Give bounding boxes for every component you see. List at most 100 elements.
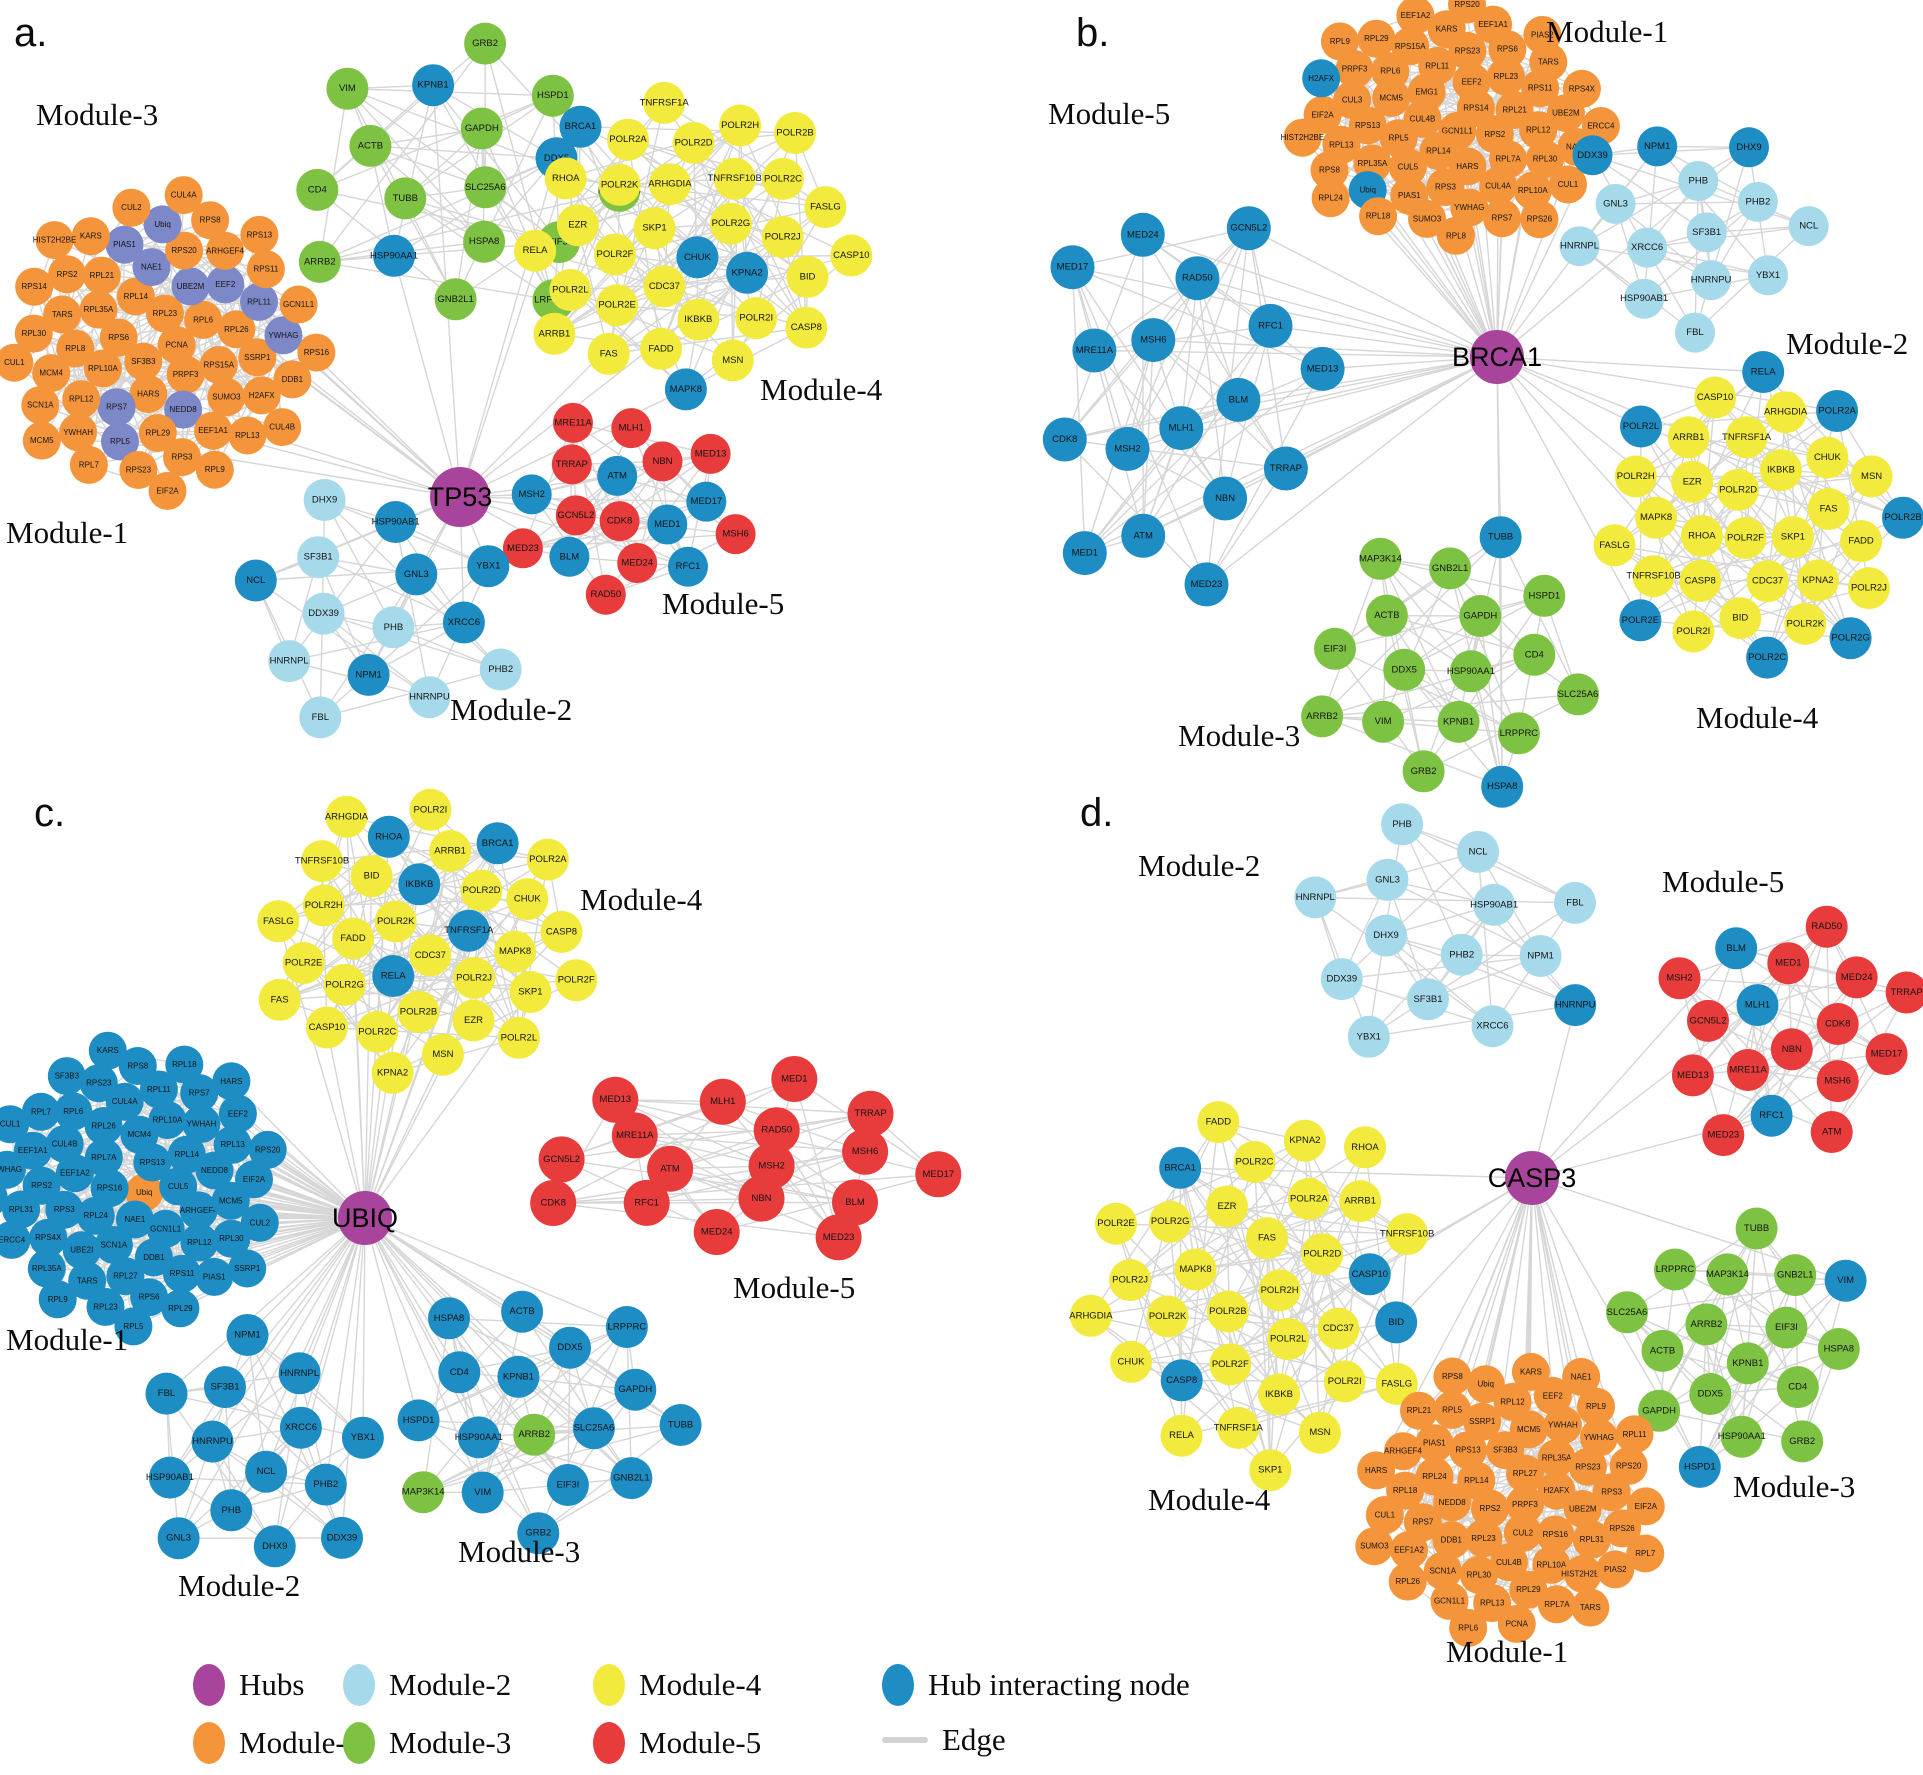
node-gnb2l1[interactable] (434, 278, 477, 321)
node-tnfrsf1a[interactable] (1217, 1406, 1260, 1449)
node-faslg[interactable] (1375, 1362, 1418, 1405)
node-rpl8[interactable] (1437, 216, 1475, 255)
node-rpl26[interactable] (217, 310, 256, 349)
node-kpnb1[interactable] (1437, 700, 1480, 743)
node-msh6[interactable] (842, 1128, 889, 1175)
node-polr2d[interactable] (460, 869, 503, 912)
node-ikbkb[interactable] (677, 298, 720, 341)
node-med13[interactable] (1300, 346, 1345, 391)
node-ncl[interactable] (1788, 206, 1829, 247)
node-pcna[interactable] (0, 1179, 8, 1217)
node-ywhag[interactable] (0, 1150, 26, 1189)
node-ybx1[interactable] (1748, 255, 1788, 296)
node-casp10[interactable] (1694, 376, 1737, 419)
node-polr2g[interactable] (709, 202, 752, 245)
node-map3k14[interactable] (1706, 1253, 1749, 1296)
node-arrb2[interactable] (298, 240, 341, 283)
node-med17[interactable] (915, 1151, 962, 1198)
node-med13[interactable] (592, 1076, 639, 1123)
node-slc25a6[interactable] (1557, 673, 1599, 716)
node-med1[interactable] (1062, 531, 1107, 576)
node-rps8[interactable] (118, 1047, 157, 1085)
node-phb[interactable] (372, 606, 415, 649)
node-polr2i[interactable] (735, 297, 778, 340)
node-fadd[interactable] (332, 917, 375, 960)
node-eif3i[interactable] (1765, 1306, 1808, 1349)
node-med23[interactable] (502, 528, 543, 569)
node-rpl13[interactable] (213, 1125, 252, 1164)
node-slc25a6[interactable] (572, 1407, 615, 1450)
node-rpl12[interactable] (1493, 1382, 1532, 1421)
node-gnl3[interactable] (395, 553, 438, 596)
node-rps16[interactable] (1536, 1515, 1575, 1554)
node-hars[interactable] (212, 1062, 251, 1101)
node-fadd[interactable] (1840, 520, 1883, 563)
node-rps20[interactable] (248, 1130, 287, 1169)
node-mcm5[interactable] (22, 421, 61, 460)
node-arhgdia[interactable] (325, 795, 368, 838)
node-cdk8[interactable] (1816, 1003, 1859, 1045)
node-ezr[interactable] (452, 999, 495, 1042)
node-cul2[interactable] (112, 188, 151, 227)
node-polr2g[interactable] (1829, 617, 1872, 660)
node-pias2[interactable] (1596, 1550, 1635, 1589)
node-rpl21[interactable] (82, 256, 121, 295)
node-cul1[interactable] (0, 1105, 30, 1144)
node-kpnb1[interactable] (497, 1355, 540, 1398)
node-hsp90ab1[interactable] (1624, 278, 1665, 319)
node-fas[interactable] (587, 332, 630, 375)
node-pcna[interactable] (157, 326, 196, 364)
node-polr2j[interactable] (453, 956, 496, 999)
node-dhx9[interactable] (1365, 914, 1408, 957)
node-cul1[interactable] (0, 343, 34, 382)
node-atm[interactable] (1121, 513, 1166, 558)
node-casp10[interactable] (1348, 1253, 1391, 1296)
node-rps20[interactable] (165, 231, 204, 270)
node-tubb[interactable] (659, 1404, 702, 1446)
node-rps14[interactable] (15, 267, 54, 306)
node-rpl30[interactable] (212, 1219, 251, 1258)
node-rpl23[interactable] (1464, 1519, 1503, 1558)
node-ssrp1[interactable] (238, 338, 277, 377)
node-kars[interactable] (71, 217, 110, 256)
node-lrpprc[interactable] (1654, 1248, 1696, 1291)
node-rpl6[interactable] (54, 1092, 93, 1131)
node-cd4[interactable] (296, 168, 339, 211)
node-rpl5[interactable] (114, 1307, 153, 1346)
node-mlh1[interactable] (611, 408, 652, 449)
node-vim[interactable] (461, 1471, 504, 1514)
node-polr2g[interactable] (323, 963, 366, 1006)
node-kpna2[interactable] (371, 1051, 414, 1094)
node-hspa8[interactable] (1481, 765, 1524, 808)
node-faslg[interactable] (1593, 524, 1636, 567)
hub-node-brca1[interactable] (1470, 330, 1524, 384)
hub-node-ubiq[interactable] (338, 1191, 392, 1245)
node-slc25a6[interactable] (1606, 1291, 1648, 1334)
node-nedd8[interactable] (164, 390, 203, 429)
node-ywhah[interactable] (182, 1104, 221, 1143)
node-xrcc6[interactable] (1627, 227, 1668, 268)
node-hars[interactable] (129, 375, 168, 414)
node-kpnb1[interactable] (412, 64, 455, 107)
node-sf3b3[interactable] (47, 1057, 86, 1096)
node-polr2h[interactable] (1258, 1269, 1301, 1312)
node-gapdh[interactable] (460, 107, 503, 150)
node-med24[interactable] (693, 1209, 740, 1255)
node-polr2b[interactable] (1882, 496, 1923, 539)
node-rpl7[interactable] (1626, 1534, 1665, 1573)
node-ube2i[interactable] (62, 1231, 101, 1270)
node-ywhah[interactable] (1543, 1406, 1582, 1444)
node-sf3b1[interactable] (1407, 978, 1449, 1021)
node-rpl6[interactable] (184, 300, 223, 339)
node-vim[interactable] (1824, 1259, 1867, 1302)
node-phb[interactable] (1678, 161, 1719, 201)
node-polr2b[interactable] (774, 112, 816, 154)
node-arhgdia[interactable] (648, 163, 691, 206)
node-polr2c[interactable] (762, 157, 804, 200)
node-ikbkb[interactable] (1760, 449, 1802, 492)
node-gnl3[interactable] (1366, 858, 1409, 901)
node-rhoa[interactable] (1680, 515, 1723, 557)
node-polr2l[interactable] (549, 269, 592, 311)
node-polr2k[interactable] (1146, 1295, 1189, 1338)
node-chuk[interactable] (1806, 436, 1849, 479)
